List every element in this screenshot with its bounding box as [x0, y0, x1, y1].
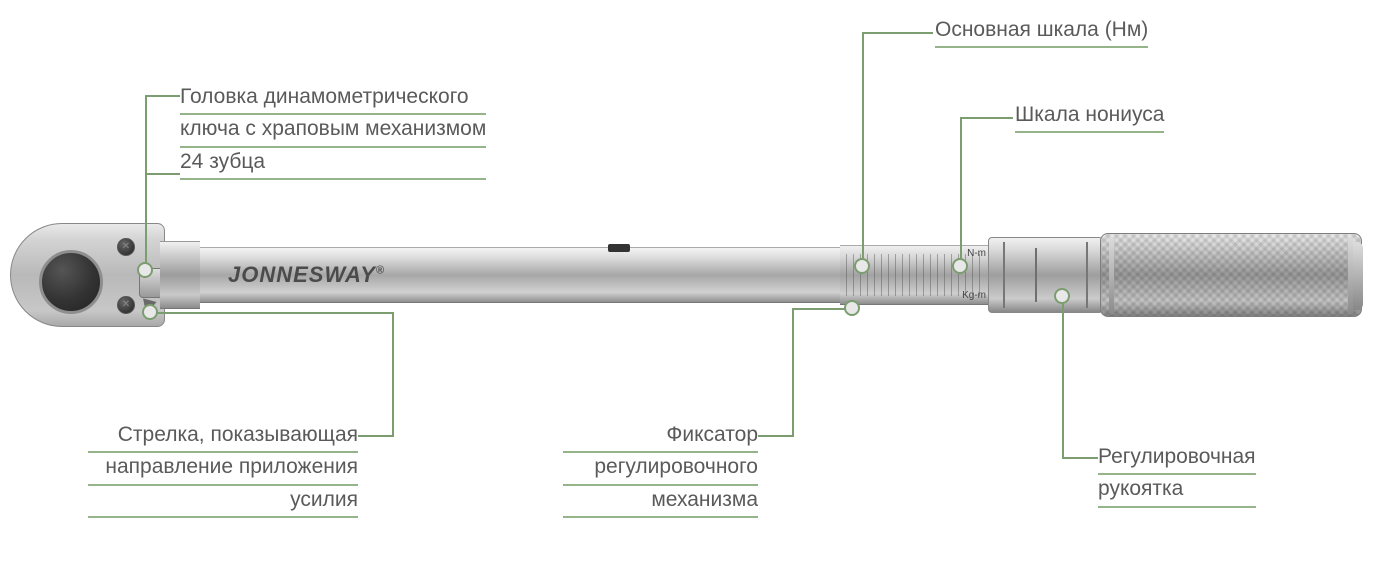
vernier-collar	[988, 237, 1103, 313]
leader-line	[358, 435, 394, 437]
brand-label: JONNESWAY®	[228, 262, 385, 288]
anchor-dot-icon	[952, 258, 968, 274]
leader-line	[792, 308, 848, 310]
callout-head-label: Головка динамометрического ключа с храпо…	[180, 83, 486, 180]
callout-lock-label: Фиксатор регулировочного механизма	[563, 421, 758, 518]
leader-line	[145, 95, 180, 97]
scale-upper-unit: N-m	[967, 248, 986, 259]
leader-line	[156, 312, 394, 314]
anchor-dot-icon	[142, 304, 158, 320]
leader-line	[960, 117, 1013, 119]
leader-line	[792, 308, 794, 437]
leader-line	[960, 117, 962, 264]
leader-line	[145, 173, 180, 175]
callout-vernier-label: Шкала нониуса	[1015, 101, 1164, 133]
leader-line	[145, 173, 147, 268]
shaft: JONNESWAY®	[200, 247, 840, 303]
ratchet-dial	[39, 250, 103, 314]
anchor-dot-icon	[137, 262, 153, 278]
leader-line	[862, 32, 864, 264]
anchor-dot-icon	[844, 300, 860, 316]
leader-line	[145, 95, 147, 175]
leader-line	[758, 435, 794, 437]
head-screw-icon	[117, 296, 135, 314]
torque-wrench-illustration: JONNESWAY® N-m Kg-m	[0, 215, 1375, 335]
anchor-dot-icon	[854, 258, 870, 274]
leader-line	[1062, 300, 1064, 459]
callout-arrow-label: Стрелка, показывающая направление прилож…	[88, 421, 358, 518]
scale-lower-unit: Kg-m	[962, 290, 986, 301]
callout-main-scale-label: Основная шкала (Нм)	[935, 16, 1148, 48]
leader-line	[392, 312, 394, 437]
leader-line	[1062, 457, 1098, 459]
anchor-dot-icon	[1054, 288, 1070, 304]
adjusting-handle	[1100, 233, 1362, 317]
leader-line	[862, 32, 933, 34]
shaft-notch	[608, 244, 630, 252]
head-screw-icon	[117, 238, 135, 256]
neck	[160, 241, 200, 309]
callout-handle-label: Регулировочная рукоятка	[1098, 443, 1256, 508]
